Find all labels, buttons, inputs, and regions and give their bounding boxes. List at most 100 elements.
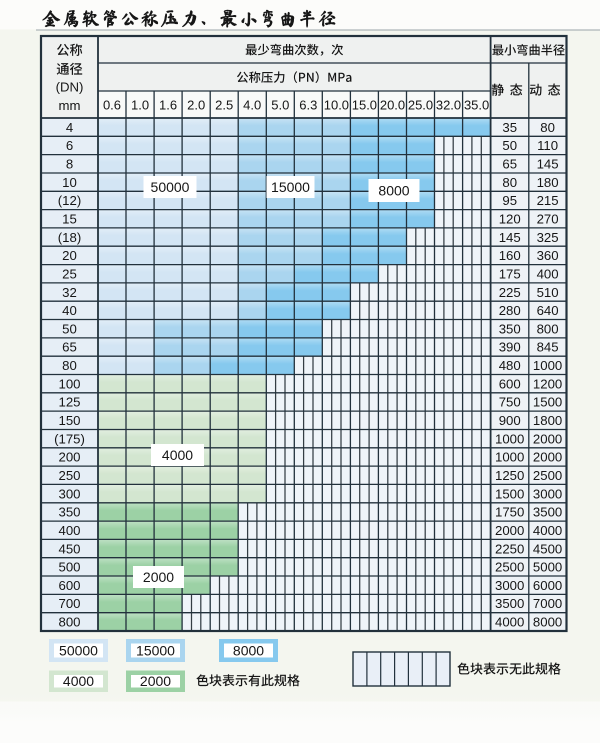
svg-text:3500: 3500 [533,505,562,520]
svg-text:80: 80 [540,120,555,135]
svg-text:175: 175 [499,266,521,281]
svg-text:35.0: 35.0 [464,97,489,112]
svg-text:400: 400 [537,266,559,281]
svg-text:4.0: 4.0 [243,97,261,112]
svg-text:145: 145 [499,230,521,245]
svg-text:2.0: 2.0 [187,97,205,112]
svg-text:1200: 1200 [533,376,562,391]
svg-text:8000: 8000 [233,643,264,659]
svg-text:4000: 4000 [533,523,562,538]
svg-text:4000: 4000 [495,615,524,630]
svg-text:(DN): (DN) [56,80,84,95]
svg-text:8000: 8000 [378,183,409,199]
svg-text:1500: 1500 [533,395,562,410]
svg-text:2250: 2250 [495,541,524,556]
svg-text:750: 750 [499,395,521,410]
svg-text:3000: 3000 [495,578,524,593]
svg-text:65: 65 [62,340,77,355]
svg-text:50: 50 [502,138,517,153]
svg-text:700: 700 [58,596,80,611]
svg-text:8000: 8000 [533,615,562,630]
svg-text:1500: 1500 [495,486,524,501]
svg-text:800: 800 [537,321,559,336]
svg-text:10.0: 10.0 [324,97,349,112]
svg-text:25.0: 25.0 [408,97,433,112]
svg-text:mm: mm [59,98,81,113]
svg-text:6: 6 [66,138,73,153]
svg-text:6.3: 6.3 [299,97,317,112]
svg-text:3500: 3500 [495,596,524,611]
svg-text:1000: 1000 [495,450,524,465]
svg-text:1.0: 1.0 [131,97,149,112]
svg-text:390: 390 [499,340,521,355]
svg-text:20: 20 [62,248,77,263]
svg-text:150: 150 [58,413,80,428]
svg-text:215: 215 [537,193,559,208]
svg-text:50000: 50000 [59,643,98,659]
svg-text:1.6: 1.6 [159,97,177,112]
svg-text:15.0: 15.0 [352,97,377,112]
svg-text:2000: 2000 [495,523,524,538]
svg-text:1750: 1750 [495,505,524,520]
svg-text:10: 10 [62,175,77,190]
svg-text:110: 110 [537,138,558,153]
svg-text:2.5: 2.5 [215,97,233,112]
svg-text:845: 845 [537,340,559,355]
svg-text:35: 35 [502,120,517,135]
svg-text:(18): (18) [58,230,81,245]
svg-text:600: 600 [499,376,521,391]
svg-text:80: 80 [62,358,77,373]
svg-text:120: 120 [499,212,521,227]
svg-text:2000: 2000 [143,569,174,585]
svg-text:50: 50 [62,321,77,336]
svg-text:900: 900 [499,413,521,428]
svg-text:350: 350 [58,505,80,520]
svg-text:20.0: 20.0 [380,97,405,112]
svg-text:95: 95 [502,193,517,208]
svg-text:450: 450 [58,541,80,556]
svg-text:6000: 6000 [533,578,562,593]
svg-text:4000: 4000 [162,447,193,463]
svg-text:160: 160 [499,248,521,263]
svg-text:2500: 2500 [495,560,524,575]
svg-text:2000: 2000 [533,450,562,465]
svg-text:2000: 2000 [140,673,171,689]
svg-text:225: 225 [499,285,521,300]
svg-text:1250: 1250 [495,468,524,483]
svg-text:1800: 1800 [533,413,562,428]
svg-text:2000: 2000 [533,431,562,446]
svg-text:0.6: 0.6 [103,97,121,112]
svg-text:480: 480 [499,358,521,373]
svg-text:360: 360 [537,248,559,263]
svg-text:280: 280 [499,303,521,318]
svg-text:400: 400 [58,523,80,538]
svg-text:100: 100 [58,376,80,391]
svg-text:500: 500 [58,560,80,575]
svg-text:350: 350 [499,321,521,336]
svg-text:325: 325 [537,230,559,245]
svg-text:32: 32 [62,285,77,300]
svg-text:32.0: 32.0 [436,97,461,112]
svg-text:15000: 15000 [136,643,175,659]
svg-text:(175): (175) [54,431,85,446]
svg-text:1000: 1000 [533,358,562,373]
svg-text:510: 510 [537,285,559,300]
svg-text:5.0: 5.0 [271,97,289,112]
svg-text:80: 80 [502,175,517,190]
svg-text:250: 250 [58,468,80,483]
svg-text:2500: 2500 [533,468,562,483]
svg-text:15000: 15000 [271,179,310,195]
svg-text:4500: 4500 [533,541,562,556]
svg-text:40: 40 [62,303,77,318]
svg-text:270: 270 [537,212,559,227]
svg-text:65: 65 [502,157,517,172]
svg-text:600: 600 [58,578,80,593]
svg-text:(12): (12) [58,193,81,208]
svg-text:800: 800 [58,615,80,630]
svg-text:7000: 7000 [533,596,562,611]
svg-text:8: 8 [66,157,73,172]
svg-text:5000: 5000 [533,560,562,575]
svg-text:25: 25 [62,266,77,281]
svg-text:50000: 50000 [151,179,190,195]
svg-text:1000: 1000 [495,431,524,446]
